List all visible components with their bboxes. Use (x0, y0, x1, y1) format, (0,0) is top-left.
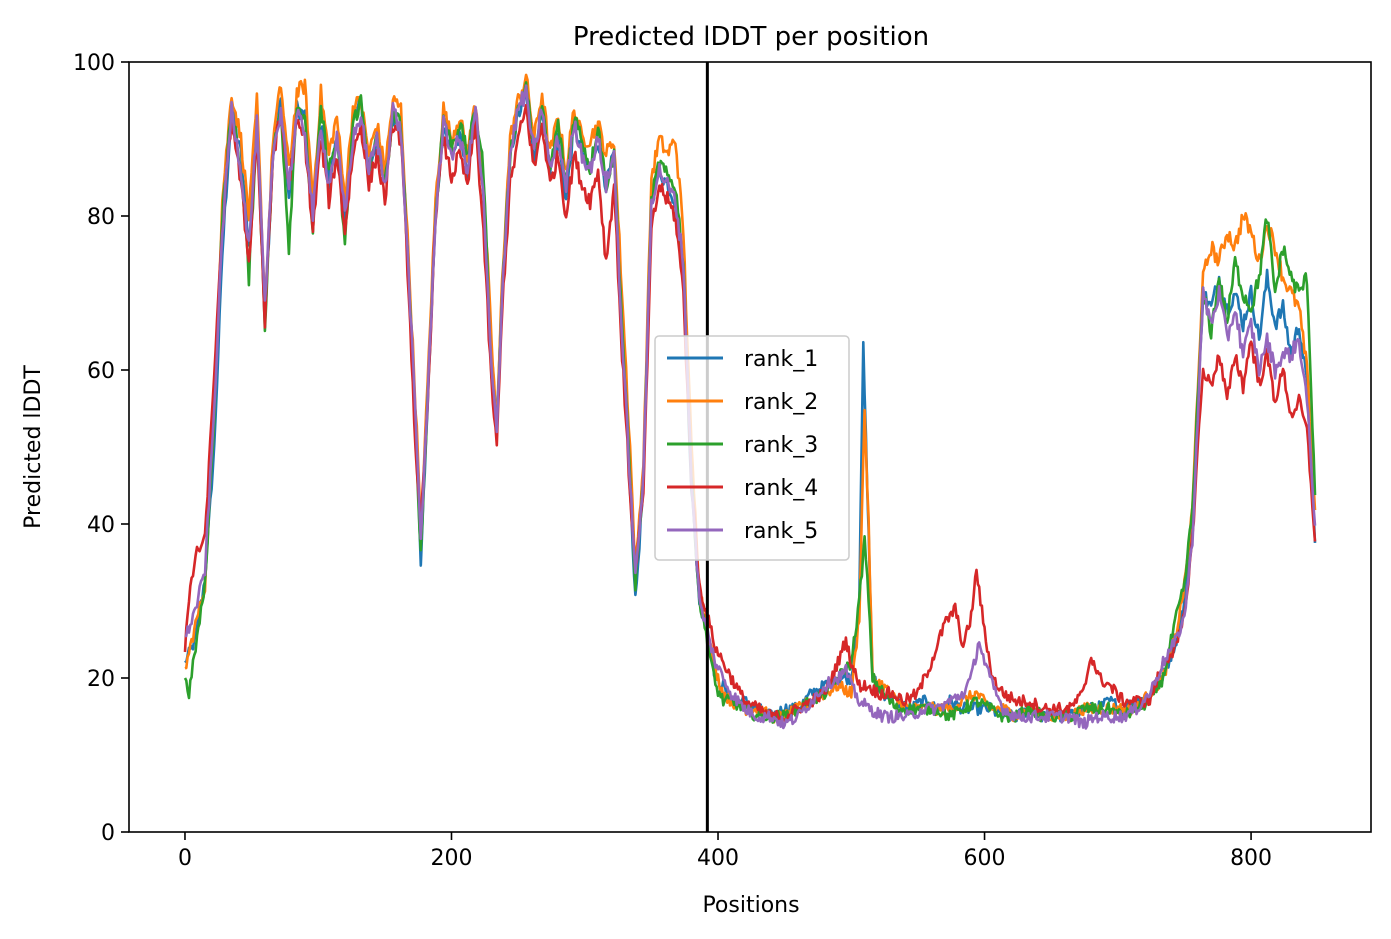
legend-label-rank_5: rank_5 (744, 519, 818, 544)
y-tick-label: 40 (87, 513, 115, 538)
y-tick-label: 20 (87, 667, 115, 692)
x-tick-label: 400 (697, 846, 739, 871)
y-tick-label: 0 (101, 821, 115, 846)
legend-label-rank_3: rank_3 (744, 433, 818, 458)
x-tick-label: 600 (964, 846, 1006, 871)
plot-frame (128, 61, 1372, 833)
x-tick-label: 0 (178, 846, 192, 871)
y-tick-label: 100 (73, 51, 115, 76)
y-axis-title: Predicted lDDT (21, 365, 46, 529)
x-tick-label: 800 (1230, 846, 1272, 871)
legend: rank_1 rank_2 rank_3 rank_4 rank_5 (654, 335, 850, 561)
x-tick-label: 200 (430, 846, 472, 871)
series-line-rank_5 (184, 84, 1317, 730)
y-tick-label: 60 (87, 359, 115, 384)
legend-label-rank_2: rank_2 (744, 390, 818, 415)
x-axis-title: Positions (702, 893, 799, 918)
legend-box (654, 335, 850, 561)
legend-label-rank_4: rank_4 (744, 476, 818, 501)
y-tick-label: 80 (87, 205, 115, 230)
series-layer (183, 73, 1317, 730)
x-axis-ticks: 0 200 400 600 800 (178, 832, 1272, 871)
y-axis-ticks: 0 20 40 60 80 100 (73, 51, 129, 846)
legend-label-rank_1: rank_1 (744, 347, 818, 372)
chart-title: Predicted lDDT per position (573, 22, 929, 52)
